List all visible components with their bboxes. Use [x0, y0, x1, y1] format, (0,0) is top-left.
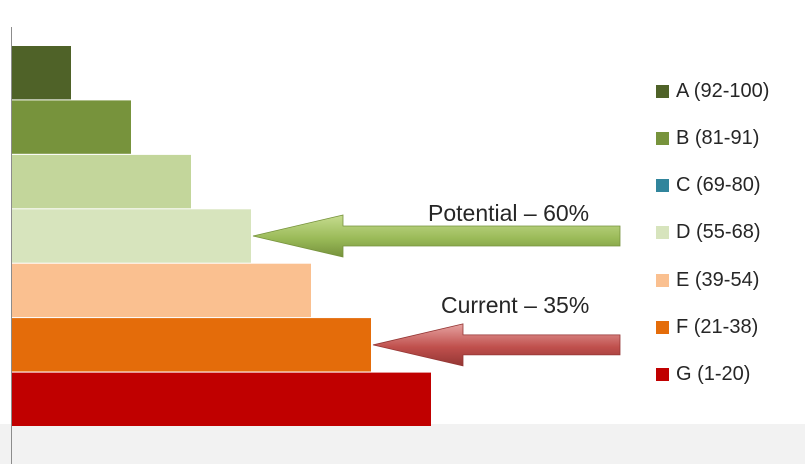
- legend-swatch-c: [656, 179, 669, 193]
- bar-g: [12, 372, 431, 426]
- legend-swatch-g: [656, 368, 669, 382]
- bar-f: [12, 318, 371, 372]
- legend-label-f: F (21-38): [676, 315, 759, 338]
- potential-arrow: [252, 214, 621, 258]
- legend-item-d: D (55-68): [656, 221, 769, 245]
- bar-c: [12, 154, 191, 209]
- potential-annotation-label: Potential – 60%: [428, 200, 590, 226]
- bar-a: [12, 46, 71, 100]
- legend-swatch-d: [656, 226, 669, 240]
- legend-label-d: D (55-68): [676, 221, 761, 244]
- bar-d: [12, 209, 251, 263]
- legend-label-e: E (39-54): [676, 268, 760, 291]
- legend-item-g: G (1-20): [656, 363, 769, 387]
- current-arrow: [372, 323, 621, 367]
- bar-b: [12, 100, 131, 154]
- legend-item-a: A (92-100): [656, 79, 769, 103]
- legend-item-b: B (81-91): [656, 126, 769, 150]
- legend-label-a: A (92-100): [676, 79, 770, 102]
- bar-e: [12, 263, 311, 318]
- current-annotation-label: Current – 35%: [441, 292, 590, 318]
- legend-label-b: B (81-91): [676, 126, 760, 149]
- legend-label-g: G (1-20): [676, 363, 751, 386]
- legend-swatch-e: [656, 273, 669, 287]
- bottom-band: [0, 424, 805, 464]
- legend-swatch-f: [656, 320, 669, 334]
- legend-item-c: C (69-80): [656, 174, 769, 198]
- legend-item-f: F (21-38): [656, 315, 769, 339]
- legend-label-c: C (69-80): [676, 174, 761, 197]
- legend-swatch-b: [656, 131, 669, 145]
- legend: A (92-100) B (81-91) C (69-80) D (55-68)…: [656, 79, 769, 410]
- legend-item-e: E (39-54): [656, 268, 769, 292]
- legend-swatch-a: [656, 84, 669, 98]
